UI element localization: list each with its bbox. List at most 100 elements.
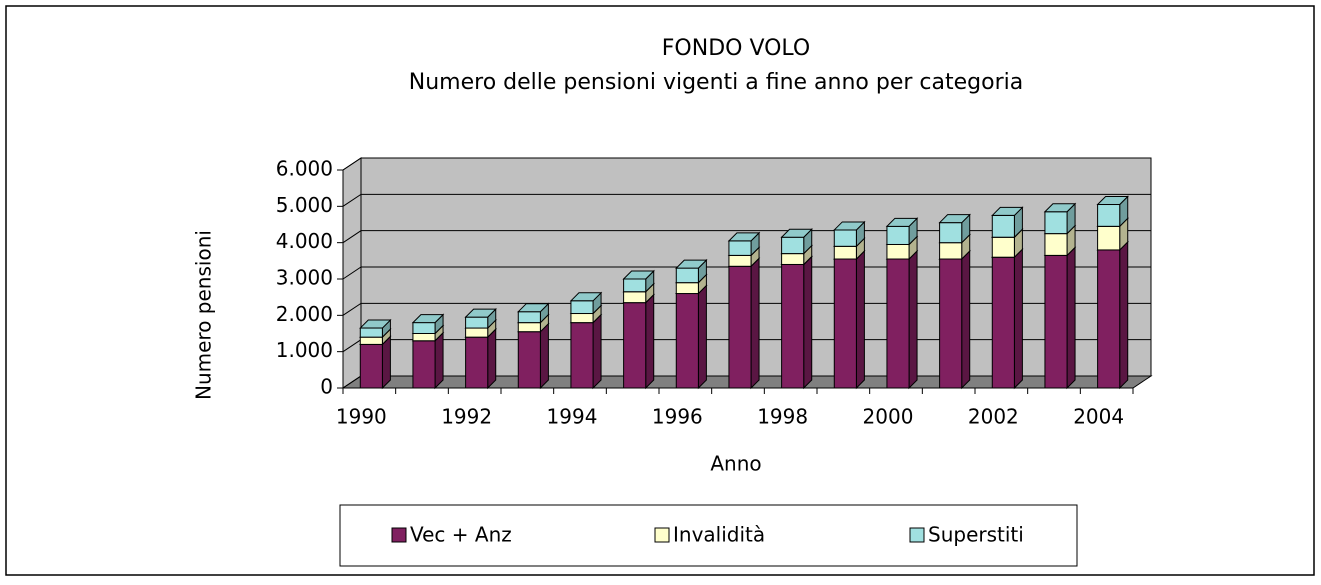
bar xyxy=(359,336,383,345)
x-tick-label: 1998 xyxy=(757,405,808,429)
legend-swatch xyxy=(654,527,670,543)
x-tick-label: 1992 xyxy=(441,405,492,429)
bar-top xyxy=(885,217,919,227)
bar-side xyxy=(1013,247,1023,390)
bar xyxy=(359,343,383,389)
bar-side xyxy=(803,255,813,390)
y-tick-label: 6.000 xyxy=(276,157,333,181)
bar xyxy=(1044,211,1068,235)
bar xyxy=(833,258,857,389)
legend-label: Invalidità xyxy=(673,523,765,547)
bar xyxy=(623,302,647,389)
legend-items: Vec + Anz Invalidità Superstiti xyxy=(391,523,1024,547)
bar xyxy=(991,256,1015,389)
bar xyxy=(412,322,436,335)
bar xyxy=(675,282,699,295)
bar xyxy=(939,242,963,260)
bar xyxy=(728,254,752,267)
grid-line xyxy=(342,193,1151,207)
bar xyxy=(517,322,541,333)
bar-side xyxy=(697,284,707,390)
bar xyxy=(1044,233,1068,256)
bar xyxy=(939,222,963,244)
bar-top xyxy=(411,314,445,324)
bar xyxy=(412,333,436,342)
y-axis-title: Numero pensioni xyxy=(192,230,216,400)
bar xyxy=(728,265,752,389)
bar-top xyxy=(991,206,1024,216)
y-tick-label: 2.000 xyxy=(276,302,333,326)
bar xyxy=(886,243,910,260)
x-tick-label: 1990 xyxy=(336,405,387,429)
bar-side xyxy=(381,335,391,390)
bar xyxy=(833,229,857,247)
y-tick-label: 5.000 xyxy=(276,193,333,217)
bar xyxy=(886,258,910,389)
bar xyxy=(781,263,805,389)
y-tick-label: 4.000 xyxy=(276,229,333,253)
bar xyxy=(675,267,699,284)
bar xyxy=(991,214,1015,238)
bar xyxy=(465,327,489,338)
bar xyxy=(465,316,489,329)
bar xyxy=(1097,249,1121,389)
bar-top xyxy=(517,303,550,313)
chart-title: FONDO VOLO xyxy=(662,36,810,61)
x-tick-label: 2004 xyxy=(1073,405,1124,429)
x-tick-label: 2000 xyxy=(863,405,914,429)
bar xyxy=(781,236,805,255)
bar-side xyxy=(1066,246,1076,390)
bar-side xyxy=(539,322,549,390)
bar xyxy=(886,225,910,245)
plot: 0 1.000 2.000 3.000 4.000 5.000 6.000 1990 1992 1… xyxy=(276,157,1153,429)
bar xyxy=(412,340,436,389)
bar-side xyxy=(750,257,760,390)
bar-side xyxy=(487,327,497,390)
bar-top xyxy=(727,232,761,242)
bar xyxy=(623,291,647,304)
bar-top xyxy=(464,308,497,318)
bar-side xyxy=(908,249,918,390)
bar xyxy=(939,258,963,389)
bar xyxy=(623,278,647,293)
chart-subtitle: Numero delle pensioni vigenti a fine ann… xyxy=(409,70,1023,95)
x-tick-label: 2002 xyxy=(968,405,1019,429)
grid-line xyxy=(342,157,1151,171)
y-tick-label: 0 xyxy=(320,375,333,399)
x-tick-label: 1994 xyxy=(547,405,598,429)
bar-top xyxy=(1043,203,1077,213)
bar-top xyxy=(1096,196,1129,206)
y-tick-label: 1.000 xyxy=(276,338,333,362)
bar xyxy=(517,311,541,324)
bar-side xyxy=(592,313,602,390)
bar xyxy=(675,293,699,389)
bar-top xyxy=(675,259,708,269)
bar-side xyxy=(645,293,655,390)
bar xyxy=(1097,204,1121,227)
bar xyxy=(1097,225,1121,251)
bar-side xyxy=(961,249,971,390)
bar xyxy=(465,336,489,389)
bar-side xyxy=(434,331,444,390)
bar xyxy=(728,240,752,256)
bar-top xyxy=(780,228,813,238)
legend-label: Vec + Anz xyxy=(410,523,512,547)
legend-label: Superstiti xyxy=(928,523,1024,547)
y-tick-label: 3.000 xyxy=(276,266,333,290)
bar xyxy=(833,245,857,260)
bar-top xyxy=(359,319,392,329)
bar xyxy=(781,253,805,265)
bar xyxy=(570,322,594,389)
bar-top xyxy=(833,221,866,231)
bar xyxy=(359,327,383,338)
bar xyxy=(517,331,541,389)
bar-top xyxy=(569,292,603,302)
y-axis-title-group: Numero pensioni xyxy=(192,230,216,400)
bar xyxy=(570,300,594,315)
legend-swatch xyxy=(909,527,925,543)
bar-side xyxy=(855,249,865,390)
legend-swatch xyxy=(391,527,407,543)
bar-top xyxy=(622,270,655,280)
x-tick-label: 1996 xyxy=(652,405,703,429)
